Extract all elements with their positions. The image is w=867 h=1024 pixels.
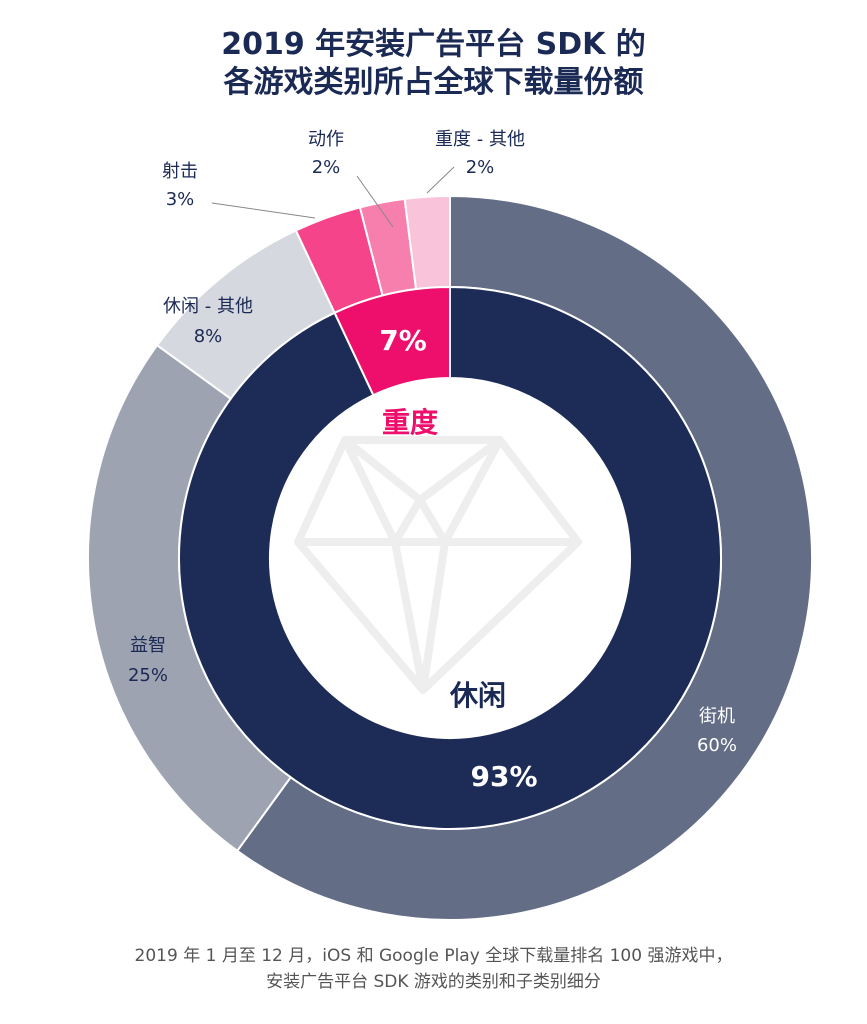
chart-title-line1: 2019 年安装广告平台 SDK 的 — [221, 27, 646, 62]
label-action-pct: 2% — [312, 157, 341, 178]
label-hardcore-name: 重度 — [382, 406, 438, 439]
label-hardcore-other-pct: 2% — [466, 157, 495, 178]
label-arcade-name: 街机 — [699, 706, 735, 727]
inner-ring — [178, 285, 722, 830]
chart-title-line2: 各游戏类别所占全球下载量份额 — [223, 65, 644, 100]
leader-line-action — [356, 175, 394, 228]
label-arcade-pct: 60% — [697, 735, 737, 756]
label-puzzle-pct: 25% — [128, 665, 168, 686]
inner-segment-1 — [333, 285, 451, 397]
label-casual-pct: 93% — [470, 760, 537, 793]
label-shooter-name: 射击 — [162, 161, 198, 182]
inner-segment-0 — [178, 285, 722, 830]
footnote: 2019 年 1 月至 12 月，iOS 和 Google Play 全球下载量… — [0, 943, 867, 995]
label-shooter-pct: 3% — [166, 189, 195, 210]
label-hardcore-other-name: 重度 - 其他 — [435, 129, 525, 150]
label-casual-other-pct: 8% — [194, 326, 223, 347]
label-casual-other-name: 休闲 - 其他 — [163, 296, 253, 317]
leader-line-shooter — [211, 202, 316, 219]
diamond-icon — [294, 436, 582, 694]
chart-title: 2019 年安装广告平台 SDK 的 各游戏类别所占全球下载量份额 — [0, 26, 867, 102]
label-puzzle-name: 益智 — [130, 635, 166, 656]
leader-line-hardcore-other — [426, 166, 455, 194]
footnote-line1: 2019 年 1 月至 12 月，iOS 和 Google Play 全球下载量… — [134, 946, 733, 966]
footnote-line2: 安装广告平台 SDK 游戏的类别和子类别细分 — [266, 972, 601, 992]
label-action-name: 动作 — [308, 129, 344, 150]
label-casual-name: 休闲 — [449, 679, 506, 712]
label-hardcore-pct: 7% — [379, 324, 427, 357]
